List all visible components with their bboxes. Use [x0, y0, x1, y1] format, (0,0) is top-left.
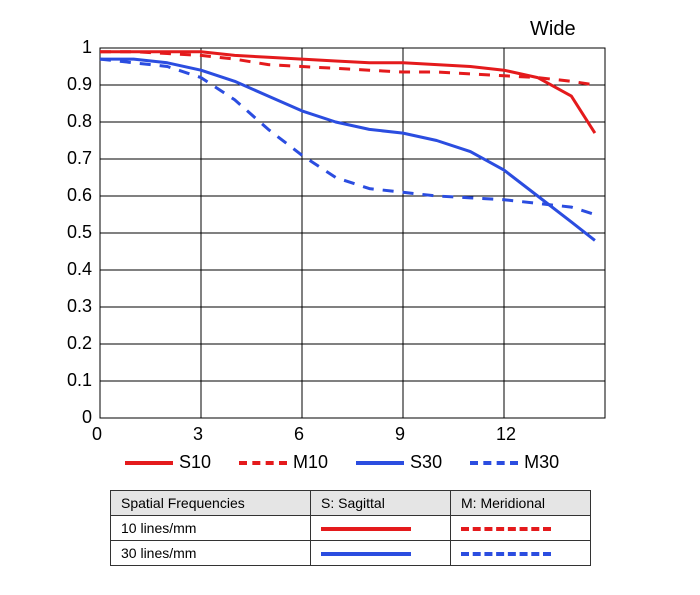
x-tick-label: 6 — [294, 424, 304, 445]
y-tick-label: 0.1 — [67, 370, 92, 391]
line-swatch-icon — [461, 552, 551, 556]
y-tick-label: 0.9 — [67, 74, 92, 95]
x-tick-label: 9 — [395, 424, 405, 445]
legend-label: M30 — [524, 452, 559, 473]
series-m10 — [100, 52, 595, 85]
line-swatch-icon — [321, 527, 411, 531]
y-tick-label: 0.5 — [67, 222, 92, 243]
series-s30 — [100, 59, 595, 240]
x-tick-label: 12 — [496, 424, 516, 445]
table-cell-swatch — [451, 516, 591, 541]
legend-item-s10: S10 — [125, 452, 211, 473]
x-tick-label: 0 — [92, 424, 102, 445]
chart-legend: S10 M10 S30 M30 — [125, 452, 559, 473]
legend-item-s30: S30 — [356, 452, 442, 473]
table-row: 30 lines/mm — [111, 541, 591, 566]
table-cell-swatch — [451, 541, 591, 566]
table-row: 10 lines/mm — [111, 516, 591, 541]
table-cell-label: 10 lines/mm — [111, 516, 311, 541]
mtf-chart — [0, 0, 700, 460]
legend-swatch — [470, 461, 518, 465]
y-tick-label: 0.7 — [67, 148, 92, 169]
legend-swatch — [239, 461, 287, 465]
y-tick-label: 0 — [82, 407, 92, 428]
legend-item-m30: M30 — [470, 452, 559, 473]
legend-label: S30 — [410, 452, 442, 473]
spatial-freq-table: Spatial FrequenciesS: SagittalM: Meridio… — [110, 490, 591, 566]
legend-item-m10: M10 — [239, 452, 328, 473]
legend-label: M10 — [293, 452, 328, 473]
series-m30 — [100, 59, 595, 214]
legend-label: S10 — [179, 452, 211, 473]
y-tick-label: 0.2 — [67, 333, 92, 354]
line-swatch-icon — [321, 552, 411, 556]
table-cell-label: 30 lines/mm — [111, 541, 311, 566]
table-header: Spatial Frequencies — [111, 491, 311, 516]
legend-swatch — [125, 461, 173, 465]
table-cell-swatch — [311, 516, 451, 541]
table-cell-swatch — [311, 541, 451, 566]
y-tick-label: 1 — [82, 37, 92, 58]
x-tick-label: 3 — [193, 424, 203, 445]
legend-swatch — [356, 461, 404, 465]
y-tick-label: 0.8 — [67, 111, 92, 132]
y-tick-label: 0.4 — [67, 259, 92, 280]
table-header: M: Meridional — [451, 491, 591, 516]
y-tick-label: 0.3 — [67, 296, 92, 317]
y-tick-label: 0.6 — [67, 185, 92, 206]
line-swatch-icon — [461, 527, 551, 531]
table-header: S: Sagittal — [311, 491, 451, 516]
